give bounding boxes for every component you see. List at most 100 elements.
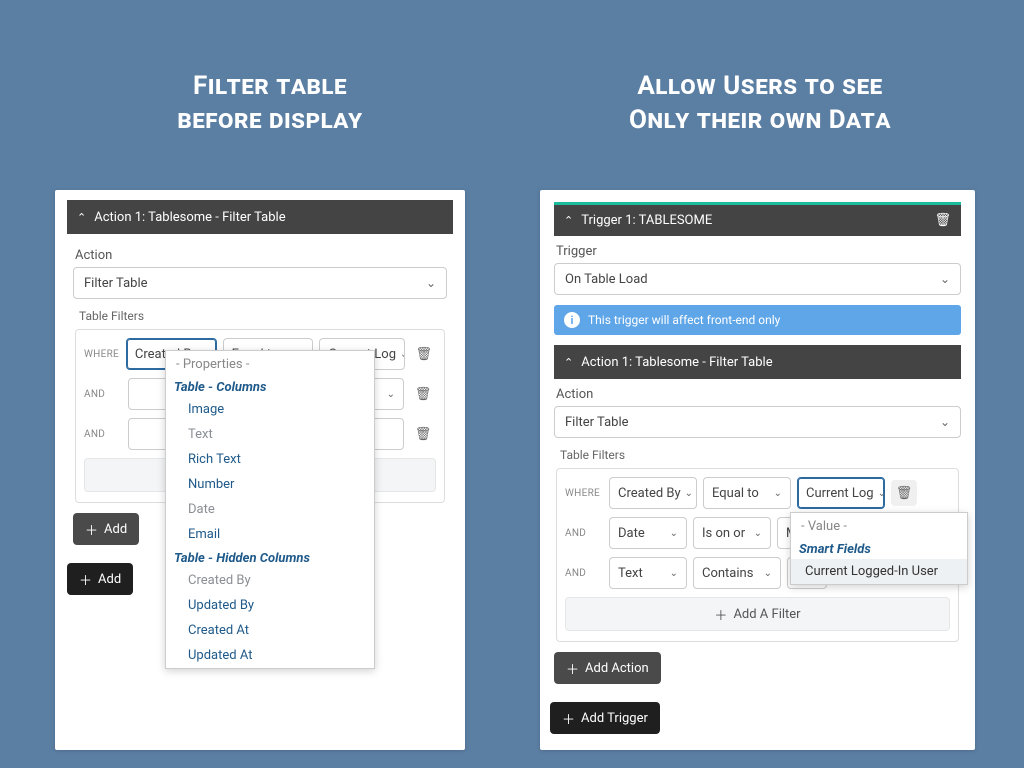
add-trigger-label: Add xyxy=(98,572,121,587)
delete-filter-button[interactable]: 🗑 xyxy=(410,421,436,447)
chevron-up-icon: ⌃ xyxy=(564,356,573,369)
dropdown-item[interactable]: Rich Text xyxy=(166,447,374,472)
filter-column-select[interactable]: Date ⌄ xyxy=(609,517,687,549)
add-trigger-label: Add Trigger xyxy=(581,711,648,726)
delete-trigger-button[interactable]: 🗑 xyxy=(934,213,951,228)
action-select[interactable]: Filter Table ⌄ xyxy=(73,267,447,299)
action-bar[interactable]: ⌃ Action 1: Tablesome - Filter Table xyxy=(554,345,961,379)
filter-operator-select[interactable]: Contains⌄ xyxy=(693,557,781,589)
heading-left-line2: before display xyxy=(60,104,480,138)
action-select[interactable]: Filter Table ⌄ xyxy=(554,406,961,438)
action-label: Action xyxy=(75,248,447,263)
trigger-bar[interactable]: ⌃ Trigger 1: TABLESOME 🗑 xyxy=(554,202,961,236)
plus-icon: ＋ xyxy=(85,520,98,539)
row-tag-and: and xyxy=(84,389,122,400)
action-bar[interactable]: ⌃ Action 1: Tablesome - Filter Table xyxy=(67,200,453,234)
dropdown-item[interactable]: Email xyxy=(166,522,374,547)
dropdown-item[interactable]: Updated At xyxy=(166,643,374,668)
trigger-select[interactable]: On Table Load ⌄ xyxy=(554,263,961,295)
filters-label: Table Filters xyxy=(560,448,961,462)
heading-left: Filter table before display xyxy=(60,70,480,138)
delete-filter-button[interactable]: 🗑 xyxy=(411,341,436,367)
panel-filter-table: ⌃ Action 1: Tablesome - Filter Table Act… xyxy=(55,190,465,750)
filter-column-select[interactable]: Text ⌄ xyxy=(609,557,687,589)
filter-operator-select[interactable]: Equal to⌄ xyxy=(703,477,791,509)
chevron-down-icon: ⌄ xyxy=(400,349,405,360)
add-action-label: Add xyxy=(104,522,127,537)
chevron-down-icon: ⌄ xyxy=(940,415,950,429)
info-text: This trigger will affect front-end only xyxy=(588,313,780,327)
dropdown-item[interactable]: Created At xyxy=(166,618,374,643)
filter-column-value: Text xyxy=(618,566,643,581)
dropdown-header: - Value - xyxy=(791,513,967,538)
dropdown-item[interactable]: Image xyxy=(166,397,374,422)
plus-icon: ＋ xyxy=(562,709,575,728)
heading-right-line2: Only their own Data xyxy=(540,104,980,138)
add-trigger-button[interactable]: ＋ Add Trigger xyxy=(550,702,660,734)
add-action-button[interactable]: ＋ Add xyxy=(73,513,139,545)
dropdown-item[interactable]: Date xyxy=(166,497,374,522)
trash-icon: 🗑 xyxy=(415,387,432,402)
action-label: Action xyxy=(556,387,961,402)
filters-label: Table Filters xyxy=(79,309,447,323)
chevron-down-icon: ⌄ xyxy=(670,528,678,539)
action-bar-title: Action 1: Tablesome - Filter Table xyxy=(581,355,772,370)
filter-operator-value: Is on or xyxy=(702,526,745,541)
filter-row: where Created By ⌄ Equal to⌄ Current Log ⌄… xyxy=(565,477,950,509)
dropdown-group: Table - Hidden Columns xyxy=(166,547,374,568)
row-tag-where: where xyxy=(565,488,603,499)
chevron-down-icon: ⌄ xyxy=(878,488,885,499)
plus-icon: ＋ xyxy=(566,659,579,678)
dropdown-item[interactable]: Updated By xyxy=(166,593,374,618)
plus-icon: ＋ xyxy=(714,605,727,624)
row-tag-and: and xyxy=(565,528,603,539)
chevron-down-icon: ⌄ xyxy=(426,276,436,290)
dropdown-group: Smart Fields xyxy=(791,538,967,559)
heading-left-line1: Filter table xyxy=(60,70,480,104)
dropdown-item[interactable]: Text xyxy=(166,422,374,447)
action-select-value: Filter Table xyxy=(565,415,629,430)
trash-icon: 🗑 xyxy=(415,347,432,362)
trash-icon: 🗑 xyxy=(896,486,913,501)
row-tag-and: and xyxy=(84,429,122,440)
add-filter-button[interactable]: ＋ Add A Filter xyxy=(565,597,950,631)
dropdown-item[interactable]: Created By xyxy=(166,568,374,593)
chevron-up-icon: ⌃ xyxy=(564,214,573,227)
dropdown-header: - Properties - xyxy=(166,351,374,376)
heading-right: Allow Users to see Only their own Data xyxy=(540,70,980,138)
add-action-button[interactable]: ＋ Add Action xyxy=(554,652,661,684)
filter-operator-select[interactable]: Is on or ⌄ xyxy=(693,517,771,549)
action-bar-title: Action 1: Tablesome - Filter Table xyxy=(94,210,285,225)
dropdown-item[interactable]: Number xyxy=(166,472,374,497)
add-trigger-button[interactable]: ＋ Add xyxy=(67,563,133,595)
delete-filter-button[interactable]: 🗑 xyxy=(891,480,917,506)
filter-column-value: Created By xyxy=(618,486,681,501)
trash-icon: 🗑 xyxy=(934,213,951,228)
delete-filter-button[interactable]: 🗑 xyxy=(410,381,436,407)
dropdown-item[interactable]: Current Logged-In User xyxy=(791,559,967,584)
chevron-down-icon: ⌄ xyxy=(764,568,772,579)
filter-column-value: Date xyxy=(618,526,645,541)
trigger-select-value: On Table Load xyxy=(565,272,648,287)
action-select-value: Filter Table xyxy=(84,276,148,291)
chevron-down-icon: ⌄ xyxy=(774,488,782,499)
plus-icon: ＋ xyxy=(79,570,92,589)
value-dropdown[interactable]: - Value - Smart Fields Current Logged-In… xyxy=(790,512,968,585)
chevron-down-icon: ⌄ xyxy=(754,528,762,539)
dropdown-group: Table - Columns xyxy=(166,376,374,397)
column-dropdown[interactable]: - Properties - Table - Columns Image Tex… xyxy=(165,350,375,669)
chevron-up-icon: ⌃ xyxy=(77,211,86,224)
filter-value-text: Current Log xyxy=(806,486,874,501)
trigger-bar-title: Trigger 1: TABLESOME xyxy=(581,213,712,228)
info-icon: i xyxy=(564,312,580,328)
add-action-label: Add Action xyxy=(585,661,649,676)
filter-column-select[interactable]: Created By ⌄ xyxy=(609,477,697,509)
info-banner: i This trigger will affect front-end onl… xyxy=(554,305,961,335)
trash-icon: 🗑 xyxy=(415,427,432,442)
filter-value-select[interactable]: Current Log ⌄ xyxy=(797,477,885,509)
panel-trigger: ⌃ Trigger 1: TABLESOME 🗑 Trigger On Tabl… xyxy=(540,190,975,750)
chevron-down-icon: ⌄ xyxy=(387,389,395,400)
trigger-label: Trigger xyxy=(556,244,961,259)
chevron-down-icon: ⌄ xyxy=(670,568,678,579)
chevron-down-icon: ⌄ xyxy=(685,488,693,499)
